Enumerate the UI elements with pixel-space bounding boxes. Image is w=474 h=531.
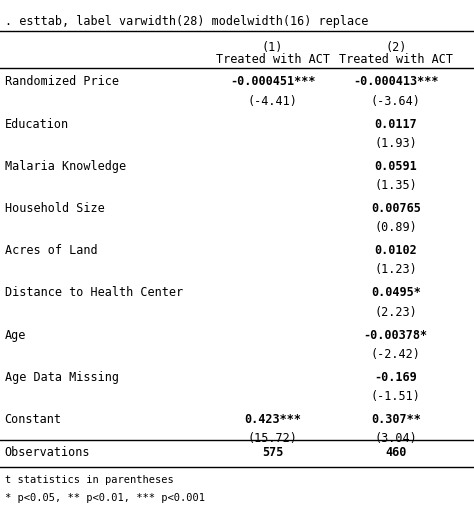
Text: 460: 460: [385, 446, 407, 459]
Text: 0.0591: 0.0591: [374, 160, 417, 173]
Text: -0.00378*: -0.00378*: [364, 329, 428, 341]
Text: (2): (2): [385, 41, 407, 54]
Text: (-2.42): (-2.42): [371, 348, 421, 361]
Text: Age Data Missing: Age Data Missing: [5, 371, 119, 384]
Text: -0.000451***: -0.000451***: [230, 75, 315, 88]
Text: Distance to Health Center: Distance to Health Center: [5, 287, 183, 299]
Text: -0.169: -0.169: [374, 371, 417, 384]
Text: (-4.41): (-4.41): [247, 95, 298, 107]
Text: 0.307**: 0.307**: [371, 413, 421, 426]
Text: (-1.51): (-1.51): [371, 390, 421, 403]
Text: Observations: Observations: [5, 446, 90, 459]
Text: Education: Education: [5, 118, 69, 131]
Text: 0.0102: 0.0102: [374, 244, 417, 257]
Text: (1.23): (1.23): [374, 263, 417, 276]
Text: (3.04): (3.04): [374, 432, 417, 445]
Text: (1.93): (1.93): [374, 137, 417, 150]
Text: 0.00765: 0.00765: [371, 202, 421, 215]
Text: 0.0495*: 0.0495*: [371, 287, 421, 299]
Text: (2.23): (2.23): [374, 306, 417, 319]
Text: 0.0117: 0.0117: [374, 118, 417, 131]
Text: (-3.64): (-3.64): [371, 95, 421, 107]
Text: (0.89): (0.89): [374, 221, 417, 234]
Text: Constant: Constant: [5, 413, 62, 426]
Text: 0.423***: 0.423***: [244, 413, 301, 426]
Text: t statistics in parentheses: t statistics in parentheses: [5, 475, 173, 485]
Text: Acres of Land: Acres of Land: [5, 244, 97, 257]
Text: Treated with ACT: Treated with ACT: [216, 53, 329, 66]
Text: (15.72): (15.72): [247, 432, 298, 445]
Text: -0.000413***: -0.000413***: [353, 75, 438, 88]
Text: (1): (1): [262, 41, 283, 54]
Text: Malaria Knowledge: Malaria Knowledge: [5, 160, 126, 173]
Text: Household Size: Household Size: [5, 202, 104, 215]
Text: * p<0.05, ** p<0.01, *** p<0.001: * p<0.05, ** p<0.01, *** p<0.001: [5, 493, 205, 503]
Text: Randomized Price: Randomized Price: [5, 75, 119, 88]
Text: Age: Age: [5, 329, 26, 341]
Text: (1.35): (1.35): [374, 179, 417, 192]
Text: 575: 575: [262, 446, 283, 459]
Text: Treated with ACT: Treated with ACT: [339, 53, 453, 66]
Text: . esttab, label varwidth(28) modelwidth(16) replace: . esttab, label varwidth(28) modelwidth(…: [5, 15, 368, 28]
